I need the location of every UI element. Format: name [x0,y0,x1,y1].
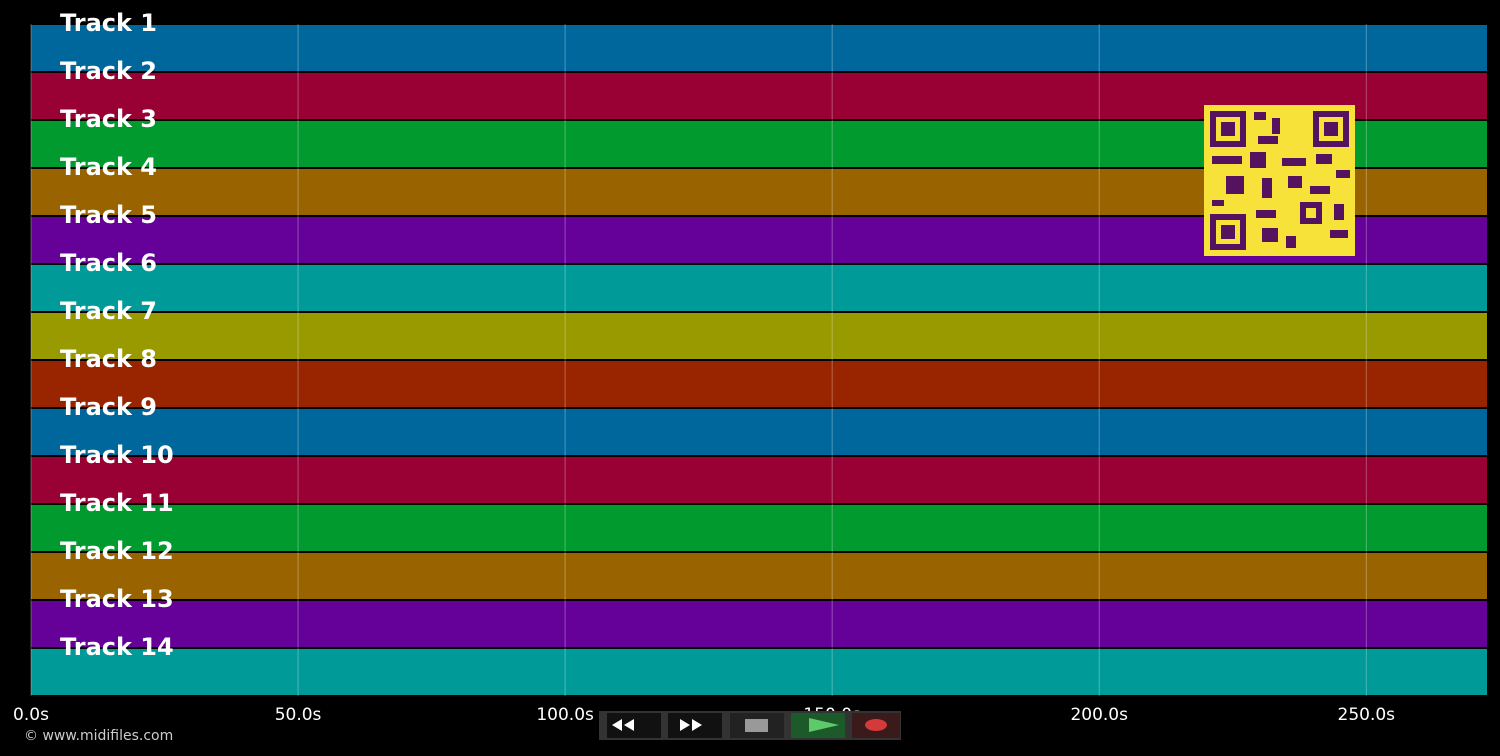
track-label: Track 14 [60,633,174,661]
track-band [31,409,1487,455]
stop-button[interactable] [730,713,784,738]
play-button[interactable] [791,713,845,738]
tick-label: 0.0s [13,705,49,725]
track-label: Track 10 [60,441,174,469]
track-label: Track 13 [60,585,174,613]
tick-label: 200.0s [1070,705,1128,725]
track-label: Track 1 [60,9,157,37]
track-labels: Track 1 Track 2 Track 3 Track 4 Track 5 Track… [60,9,174,661]
track-band [31,553,1487,599]
track-band [31,25,1487,71]
track-label: Track 4 [60,153,157,181]
transport-controls [599,711,901,740]
track-label: Track 2 [60,57,157,85]
track-band [31,313,1487,359]
track-label: Track 3 [60,105,157,133]
track-label: Track 9 [60,393,157,421]
rewind-button[interactable] [607,713,661,738]
track-band [31,601,1487,647]
track-label: Track 11 [60,489,174,517]
track-band [31,361,1487,407]
track-band [31,649,1487,695]
track-band [31,265,1487,311]
record-button[interactable] [852,713,900,738]
track-label: Track 12 [60,537,174,565]
fast-forward-button[interactable] [668,713,722,738]
track-label: Track 5 [60,201,157,229]
tick-label: 50.0s [275,705,322,725]
copyright: © www.midifiles.com [24,728,173,744]
track-band [31,457,1487,503]
tick-label: 250.0s [1338,705,1396,725]
grid [30,24,1367,696]
track-label: Track 6 [60,249,157,277]
track-band [31,505,1487,551]
qr-code [1204,105,1355,256]
track-label: Track 8 [60,345,157,373]
track-label: Track 7 [60,297,157,325]
tick-label: 100.0s [536,705,594,725]
